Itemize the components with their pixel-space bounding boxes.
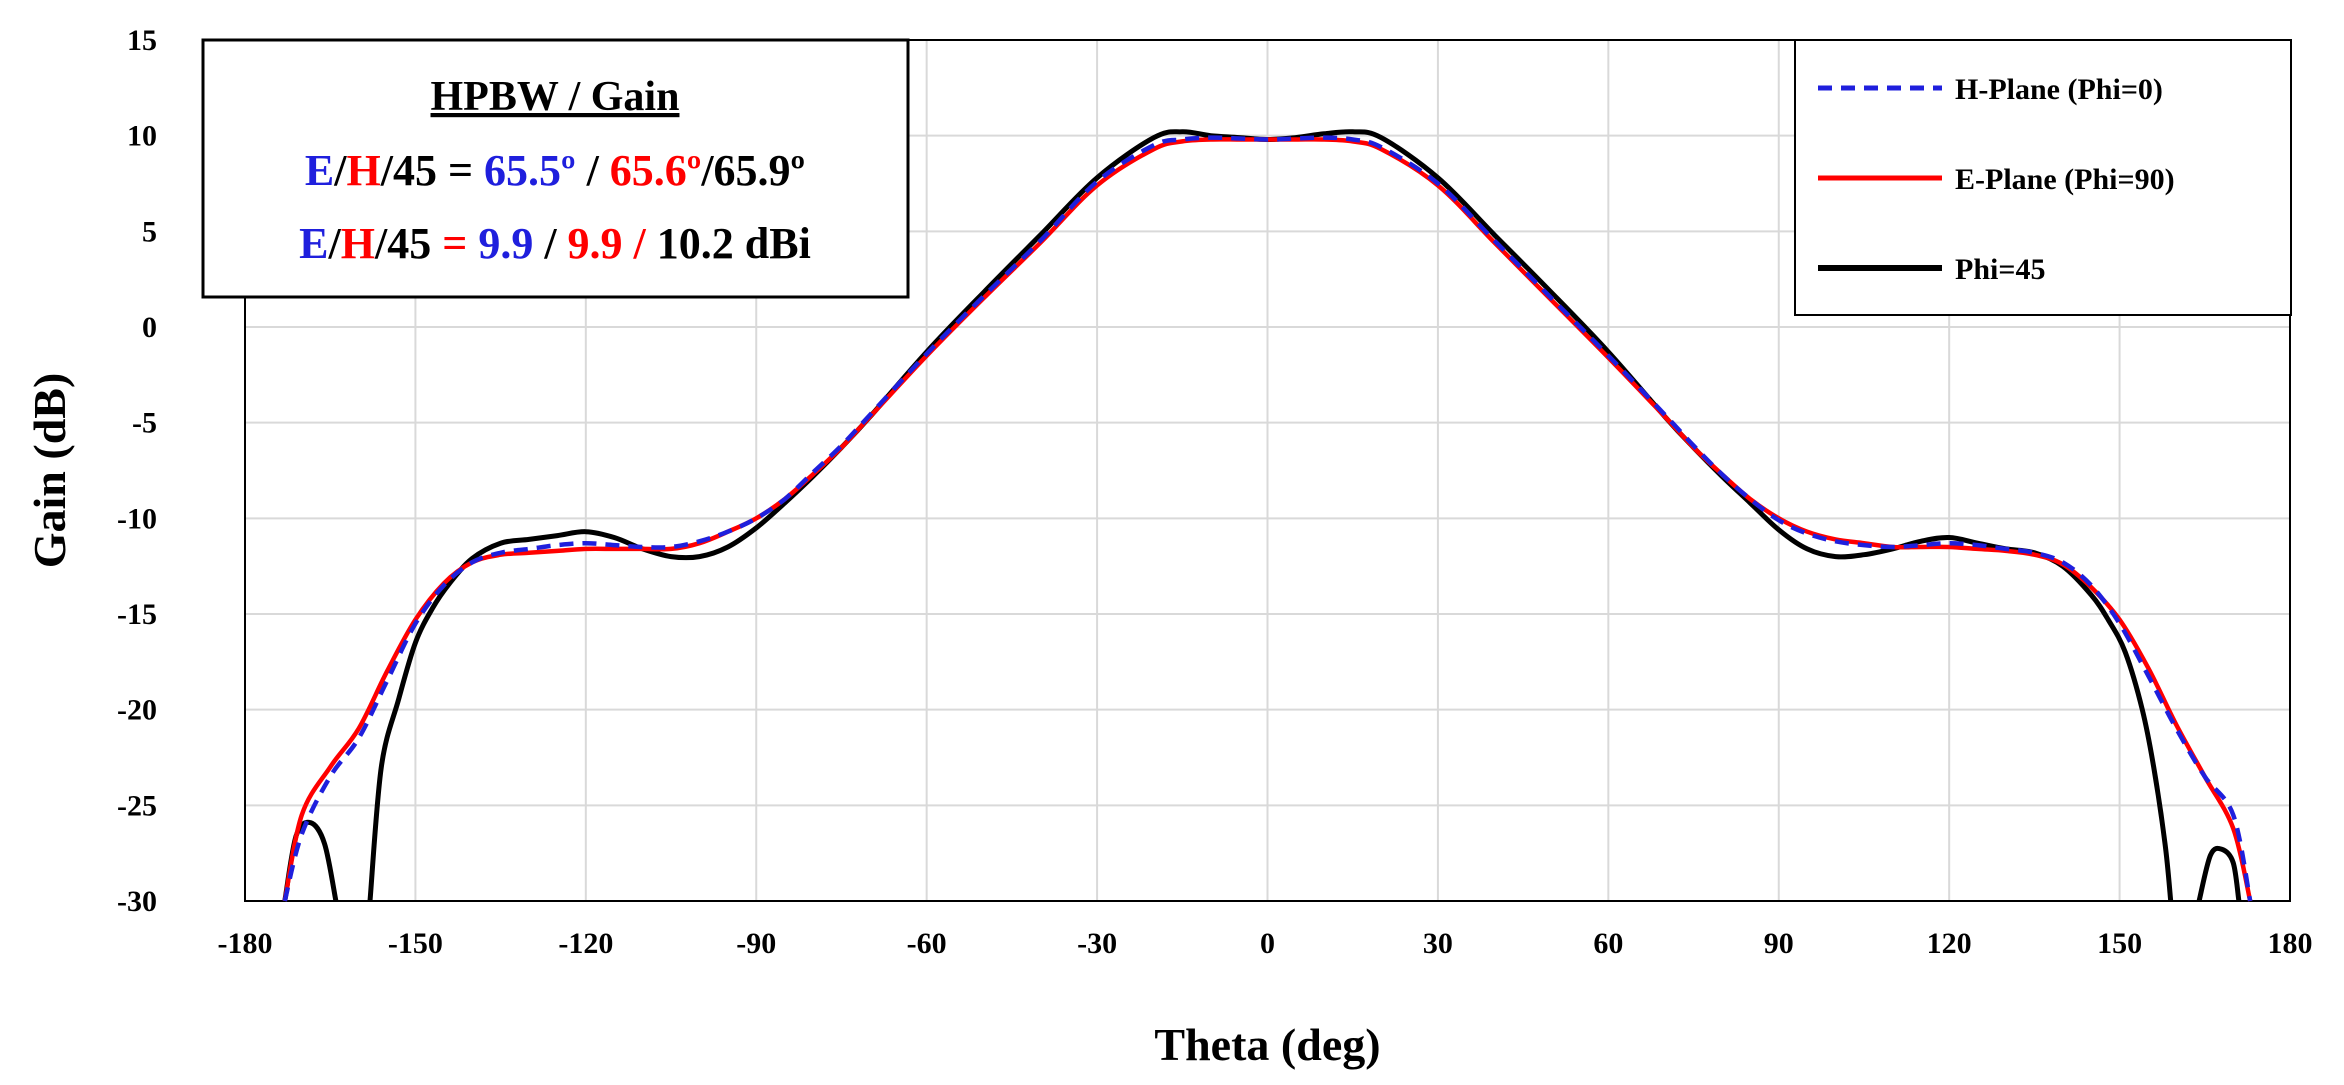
gain-e-value: 9.9 <box>478 219 533 268</box>
hpbw-line: E/H/45 = 65.5º / 65.6º/65.9º <box>305 146 805 195</box>
legend-label-h-plane: H-Plane (Phi=0) <box>1955 73 2163 106</box>
annotation-box <box>201 38 910 299</box>
hpbw-45-value: /65.9º <box>700 146 805 195</box>
x-tick-label: -60 <box>907 927 947 960</box>
hpbw-h-label: H <box>347 146 381 195</box>
gain-sep-2: / <box>533 219 567 268</box>
x-tick-label: 0 <box>1260 927 1275 960</box>
legend: H-Plane (Phi=0) E-Plane (Phi=90) Phi=45 <box>1794 39 2292 316</box>
series-lines <box>282 129 2253 902</box>
y-tick-label: -30 <box>117 885 157 918</box>
y-tick-label: 10 <box>127 120 157 153</box>
gain-sep: / <box>328 219 342 268</box>
plot-area-frame <box>244 39 2291 902</box>
gain-h-value: 9.9 / <box>568 219 657 268</box>
gain-h-label: H <box>341 219 375 268</box>
hpbw-sep: / <box>333 146 347 195</box>
gain-45-value: 10.2 dBi <box>657 219 811 268</box>
y-tick-label: -20 <box>117 694 157 727</box>
y-tick-label: -10 <box>117 502 157 535</box>
gain-e-label: E <box>299 219 328 268</box>
hpbw-sep-2: / <box>576 146 610 195</box>
x-tick-label: 60 <box>1593 927 1623 960</box>
hpbw-e-value: 65.5º <box>484 146 576 195</box>
gain-line: E/H/45 = 9.9 / 9.9 / 10.2 dBi <box>299 219 811 268</box>
y-tick-labels: 15 10 5 0 -5 -10 -15 -20 -25 -30 <box>117 24 157 918</box>
hpbw-e-label: E <box>305 146 334 195</box>
gain-45-label: /45 <box>374 219 442 268</box>
x-tick-label: 30 <box>1423 927 1453 960</box>
series-h-plane-line <box>282 135 2253 902</box>
x-tick-label: -180 <box>218 927 273 960</box>
legend-label-e-plane: E-Plane (Phi=90) <box>1955 163 2175 196</box>
legend-label-phi45: Phi=45 <box>1955 253 2045 286</box>
x-tick-labels: -180 -150 -120 -90 -60 -30 0 30 60 90 120 150 180 <box>218 927 2313 960</box>
y-tick-label: 15 <box>127 24 157 57</box>
x-tick-label: -30 <box>1077 927 1117 960</box>
y-tick-label: -5 <box>132 407 157 440</box>
x-tick-label: 180 <box>2268 927 2313 960</box>
x-tick-label: 150 <box>2097 927 2142 960</box>
annotation-title: HPBW / Gain <box>431 74 680 120</box>
x-tick-label: -120 <box>558 927 613 960</box>
x-tick-label: -150 <box>388 927 443 960</box>
x-tick-label: -90 <box>736 927 776 960</box>
x-tick-label: 90 <box>1764 927 1794 960</box>
gain-equals: = <box>442 219 478 268</box>
hpbw-45-label: /45 = <box>380 146 484 195</box>
series-phi45-line <box>2196 845 2242 902</box>
y-tick-label: 5 <box>142 215 157 248</box>
hpbw-gain-annotation: HPBW / Gain E/H/45 = 65.5º / 65.6º/65.9º… <box>201 38 910 299</box>
x-tick-label: 120 <box>1927 927 1972 960</box>
y-tick-label: -25 <box>117 789 157 822</box>
y-axis-title: Gain (dB) <box>24 373 75 569</box>
x-axis-title: Theta (deg) <box>1154 1019 1380 1070</box>
hpbw-h-value: 65.6º <box>610 146 702 195</box>
y-tick-label: -15 <box>117 598 157 631</box>
y-tick-label: 0 <box>142 311 157 344</box>
